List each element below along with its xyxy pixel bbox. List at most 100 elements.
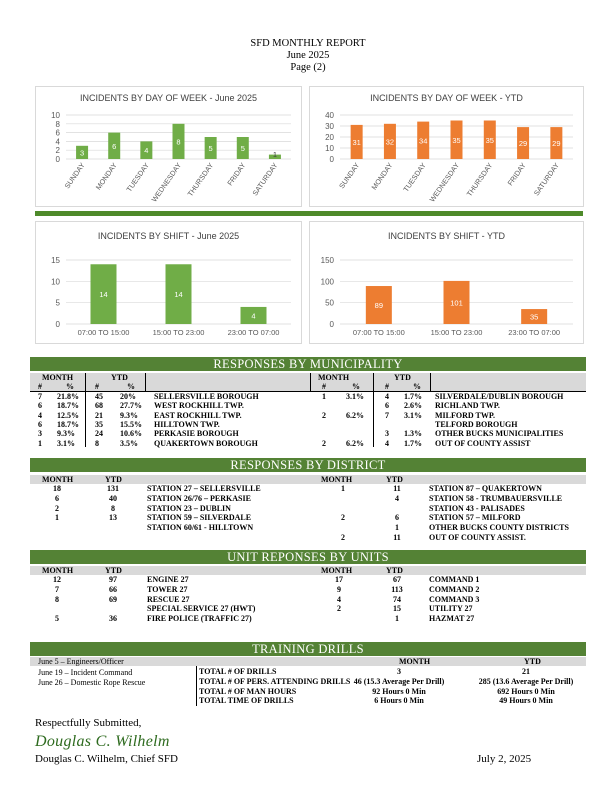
bar: [268, 154, 281, 159]
district-name: STATION 23 – DUBLIN: [147, 503, 231, 513]
municipality-name: SELLERSVILLE BOROUGH: [154, 392, 259, 401]
table-cell: 1: [395, 614, 399, 624]
table-cell: 11: [393, 533, 401, 542]
bar: [172, 123, 185, 159]
training-label: TOTAL TIME OF DRILLS: [199, 696, 294, 706]
unit-name: RESCUE 27: [147, 594, 190, 604]
table-cell: 1.7%: [404, 392, 422, 401]
district-name: STATION 26/76 – PERKASIE: [147, 493, 251, 503]
y-tick-label: 40: [325, 111, 334, 120]
col-ytd-label: YTD: [111, 373, 128, 382]
y-tick-label: 0: [56, 320, 61, 329]
chart-svg: 0 10 20 30 40 31 SUNDAY 32 MONDAY 34 TUESDAY 35 WEDN…: [325, 111, 573, 204]
district-name: OTHER BUCKS COUNTY DISTRICTS: [429, 523, 569, 533]
table-cell: 1: [38, 438, 42, 448]
chart-shift-month: INCIDENTS BY SHIFT - June 2025 0 5 10 15 14 0…: [35, 221, 302, 344]
data-label: 35: [530, 313, 538, 322]
municipality-name: OUT OF COUNTY ASSIST: [435, 438, 531, 448]
chart-svg: 0 5 10 15 14 07:00 TO 15:00 14 15:00 TO 23:00 4 2…: [51, 256, 291, 337]
table-cell: 24: [95, 429, 103, 439]
x-tick-label: MONDAY: [369, 161, 394, 192]
table-cell: 12: [53, 575, 61, 584]
table-cell: 2: [341, 533, 345, 542]
col-num-label: #: [322, 382, 326, 391]
col-ytd-label: YTD: [386, 475, 403, 484]
table-cell: 2.6%: [404, 401, 422, 411]
data-label: 34: [419, 136, 427, 145]
bar: [517, 127, 530, 159]
y-tick-label: 20: [325, 133, 334, 142]
table-cell: 8: [111, 503, 115, 513]
y-tick-label: 30: [325, 122, 334, 131]
table-cell: 21.8%: [57, 392, 79, 401]
table-cell: 3.5%: [120, 438, 138, 448]
bar: [204, 137, 217, 159]
bar: [350, 124, 363, 159]
table-cell: 2: [341, 513, 345, 523]
unit-name: UTILITY 27: [429, 604, 473, 614]
y-tick-label: 5: [56, 299, 61, 308]
district-name: STATION 43 - PALISADES: [429, 503, 525, 513]
table-cell: 4: [385, 438, 389, 448]
table-cell: 6: [38, 419, 42, 429]
table-cell: 6: [55, 493, 59, 503]
unit-name: COMMAND 2: [429, 584, 480, 594]
table-cell: 3: [397, 667, 401, 676]
drill-item: June 19 – Incident Command: [38, 667, 133, 677]
x-tick-label: SATURDAY: [532, 161, 561, 198]
table-cell: 7: [55, 584, 59, 594]
bar: [417, 121, 430, 159]
y-tick-label: 10: [51, 277, 60, 286]
y-tick-label: 0: [330, 320, 335, 329]
data-label: 32: [386, 137, 394, 146]
table-cell: 1.3%: [404, 429, 422, 439]
bar: [383, 123, 396, 159]
municipality-name: EAST ROCKHILL TWP.: [154, 410, 242, 420]
table-cell: 15.5%: [120, 419, 142, 429]
x-tick-label: SUNDAY: [62, 161, 86, 190]
table-cell: 10.6%: [120, 429, 142, 439]
y-tick-label: 15: [51, 256, 60, 265]
chart-title: INCIDENTS BY DAY OF WEEK - June 2025: [79, 93, 258, 103]
y-tick-label: 6: [56, 129, 61, 138]
y-tick-label: 0: [56, 155, 61, 164]
table-cell: 97: [109, 575, 117, 584]
col-month-label: MONTH: [321, 566, 353, 575]
unit-name: SPECIAL SERVICE 27 (HWT): [147, 604, 256, 614]
municipality-name: QUAKERTOWN BOROUGH: [154, 438, 258, 448]
data-label: 8: [176, 137, 180, 146]
x-tick-label: 07:00 TO 15:00: [353, 328, 405, 337]
data-label: 5: [209, 144, 213, 153]
data-label: 1: [273, 150, 277, 159]
signer-name: Douglas C. Wilhelm, Chief SFD: [35, 753, 178, 765]
col-month-label: MONTH: [42, 566, 74, 575]
table-cell: 15: [393, 604, 401, 614]
col-ytd-label: YTD: [105, 566, 122, 575]
data-label: 29: [519, 139, 527, 148]
column-separator: [196, 666, 197, 706]
table-cell: 6: [395, 513, 399, 523]
x-tick-label: SUNDAY: [337, 161, 361, 190]
y-tick-label: 2: [56, 146, 61, 155]
table-cell: 1: [341, 484, 345, 493]
x-tick-label: 15:00 TO 23:00: [153, 328, 205, 337]
unit-name: HAZMAT 27: [429, 614, 475, 624]
drill-item: June 26 – Domestic Rope Rescue: [38, 678, 146, 687]
table-cell: 692 Hours 0 Min: [497, 686, 555, 696]
chart-svg: 02468103SUNDAY6MONDAY4TUESDAY8WEDNESDAY5…: [51, 111, 291, 204]
table-cell: 21: [95, 410, 103, 420]
unit-name: TOWER 27: [147, 584, 188, 594]
data-label: 14: [174, 290, 182, 299]
chart-svg: 0 50 100 150 89 07:00 TO 15:00 101 15:00 TO 23:…: [321, 256, 573, 337]
table-cell: 6 Hours 0 Min: [374, 696, 424, 706]
table-cell: 1: [322, 392, 326, 401]
submitted-text: Respectfully Submitted,: [35, 717, 142, 729]
col-pct-label: %: [413, 382, 421, 391]
table-cell: 3.1%: [57, 438, 75, 448]
table-cell: 8: [95, 438, 99, 448]
table-cell: 6: [38, 401, 42, 411]
table-cell: 12.5%: [57, 410, 79, 420]
district-name: STATION 27 – SELLERSVILLE: [147, 484, 261, 493]
bar: [443, 280, 470, 324]
units-banner: UNIT REPONSES BY UNITS: [30, 550, 586, 564]
